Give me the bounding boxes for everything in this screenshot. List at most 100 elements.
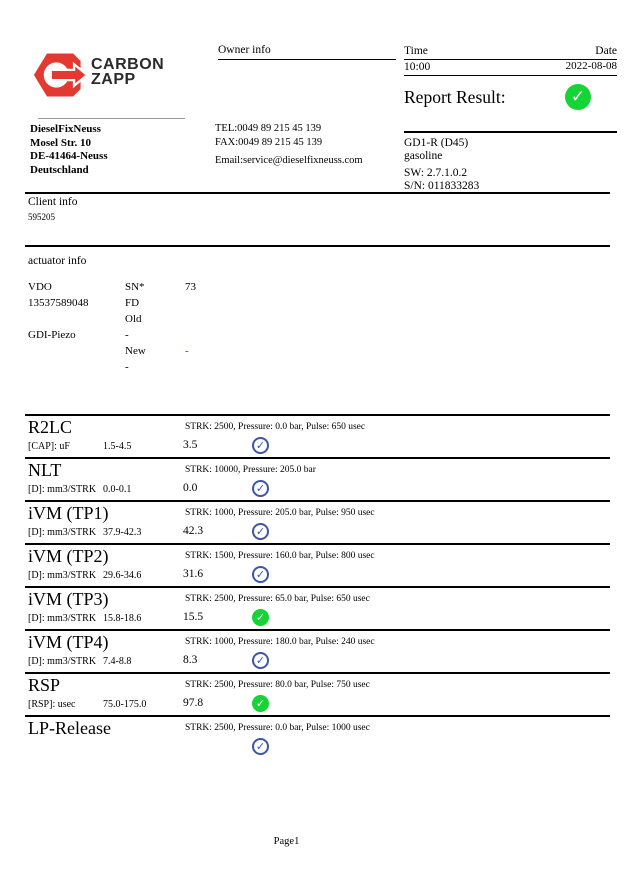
owner-info-heading: Owner info xyxy=(218,44,396,60)
client-info-heading: Client info xyxy=(28,196,78,208)
time-date-header-row: Time Date xyxy=(404,44,617,60)
actuator-row: Old xyxy=(28,311,328,327)
machine-sn: S/N: 011833283 xyxy=(404,180,480,192)
result-check-icon: ✓ xyxy=(252,523,269,540)
test-value: 0.0 xyxy=(183,482,198,494)
result-check-icon: ✓ xyxy=(252,480,269,497)
actuator-field-value: 73 xyxy=(185,281,196,293)
result-check-icon: ✓ xyxy=(252,566,269,583)
actuator-row: - xyxy=(28,359,328,375)
test-value: 8.3 xyxy=(183,654,198,666)
actuator-col1 xyxy=(28,343,125,359)
client-id: 595205 xyxy=(28,212,55,222)
time-label: Time xyxy=(404,45,428,57)
test-value: 97.8 xyxy=(183,697,204,709)
test-name: iVM (TP3) xyxy=(28,589,109,609)
owner-fax: FAX:0049 89 215 45 139 xyxy=(215,137,323,148)
owner-country: Deutschland xyxy=(30,163,89,176)
report-result-pass-icon: ✓ xyxy=(565,84,591,110)
actuator-field-label: Old xyxy=(125,313,142,325)
test-name: iVM (TP2) xyxy=(28,546,109,566)
actuator-part-number: 13537589048 xyxy=(28,297,89,309)
test-row: NLT STRK: 10000, Pressure: 205.0 bar [D]… xyxy=(25,457,610,500)
test-row: iVM (TP3) STRK: 2500, Pressure: 65.0 bar… xyxy=(25,586,610,629)
actuator-field-label: - xyxy=(125,329,129,341)
actuator-col1 xyxy=(28,359,125,375)
result-check-icon: ✓ xyxy=(252,695,269,712)
actuator-field-value xyxy=(185,327,328,343)
owner-address: DieselFixNeuss Mosel Str. 10 DE-41464-Ne… xyxy=(30,123,108,177)
test-params: STRK: 1000, Pressure: 205.0 bar, Pulse: … xyxy=(185,508,375,518)
test-row: LP-Release STRK: 2500, Pressure: 0.0 bar… xyxy=(25,715,610,758)
actuator-col1 xyxy=(28,311,125,327)
test-unit: [D]: mm3/STRK xyxy=(28,484,97,495)
machine-fuel: gasoline xyxy=(404,150,443,162)
actuator-field-label: - xyxy=(125,361,129,373)
actuator-field-value xyxy=(185,311,328,327)
test-row: iVM (TP1) STRK: 1000, Pressure: 205.0 ba… xyxy=(25,500,610,543)
owner-email: Email:service@dieselfixneuss.com xyxy=(215,155,363,166)
test-range: 1.5-4.5 xyxy=(103,441,132,452)
actuator-field-value xyxy=(185,295,328,311)
test-results-table: R2LC STRK: 2500, Pressure: 0.0 bar, Puls… xyxy=(25,414,610,758)
test-range: 29.6-34.6 xyxy=(103,570,142,581)
test-value: 31.6 xyxy=(183,568,204,580)
machine-sw: SW: 2.7.1.0.2 xyxy=(404,167,468,179)
test-row: iVM (TP4) STRK: 1000, Pressure: 180.0 ba… xyxy=(25,629,610,672)
carbonzapp-logo-icon xyxy=(33,49,89,101)
test-name: NLT xyxy=(28,460,62,480)
owner-contact: TEL:0049 89 215 45 139 FAX:0049 89 215 4… xyxy=(215,122,363,168)
test-unit: [CAP]: uF xyxy=(28,441,70,452)
actuator-row: 13537589048 FD xyxy=(28,295,328,311)
test-range: 37.9-42.3 xyxy=(103,527,142,538)
time-value: 10:00 xyxy=(404,61,431,73)
test-name: R2LC xyxy=(28,417,73,437)
result-check-icon: ✓ xyxy=(252,437,269,454)
owner-city: DE-41464-Neuss xyxy=(30,150,108,162)
test-unit: [D]: mm3/STRK xyxy=(28,527,97,538)
actuator-field-label: SN* xyxy=(125,281,145,293)
test-params: STRK: 1500, Pressure: 160.0 bar, Pulse: … xyxy=(185,551,375,561)
result-check-icon: ✓ xyxy=(252,609,269,626)
actuator-table: VDO SN* 73 13537589048 FD Old GDI-Piezo … xyxy=(28,279,328,375)
time-date-value-row: 10:00 2022-08-08 xyxy=(404,60,617,76)
test-unit: [D]: mm3/STRK xyxy=(28,656,97,667)
date-value: 2022-08-08 xyxy=(565,60,617,72)
test-params: STRK: 1000, Pressure: 180.0 bar, Pulse: … xyxy=(185,637,375,647)
actuator-field-label: FD xyxy=(125,297,140,309)
actuator-field-value xyxy=(185,359,328,375)
test-params: STRK: 2500, Pressure: 0.0 bar, Pulse: 65… xyxy=(185,422,366,432)
test-value: 3.5 xyxy=(183,439,198,451)
test-params: STRK: 10000, Pressure: 205.0 bar xyxy=(185,465,316,475)
actuator-row: GDI-Piezo - xyxy=(28,327,328,343)
actuator-field-label: New xyxy=(125,345,146,357)
test-unit: [D]: mm3/STRK xyxy=(28,613,97,624)
test-value: 15.5 xyxy=(183,611,204,623)
time-date-block: Time Date 10:00 2022-08-08 xyxy=(404,44,617,76)
result-check-icon: ✓ xyxy=(252,738,269,755)
test-name: RSP xyxy=(28,675,61,695)
test-range: 0.0-0.1 xyxy=(103,484,132,495)
test-value: 42.3 xyxy=(183,525,204,537)
actuator-info-heading: actuator info xyxy=(28,255,87,267)
section-divider xyxy=(25,245,610,247)
brand-name: CARBON ZAPP xyxy=(91,57,164,88)
test-range: 7.4-8.8 xyxy=(103,656,132,667)
actuator-new-value: - xyxy=(185,345,189,357)
machine-model: GD1-R (D45) xyxy=(404,137,469,149)
actuator-type: GDI-Piezo xyxy=(28,329,76,341)
owner-street: Mosel Str. 10 xyxy=(30,136,92,149)
owner-name: DieselFixNeuss xyxy=(30,123,101,135)
test-params: STRK: 2500, Pressure: 80.0 bar, Pulse: 7… xyxy=(185,680,370,690)
actuator-row: VDO SN* 73 xyxy=(28,279,328,295)
report-result-label: Report Result: xyxy=(404,86,506,107)
page-number: Page1 xyxy=(273,836,300,847)
section-divider xyxy=(25,192,610,194)
brand-line2: ZAPP xyxy=(91,71,136,88)
actuator-brand: VDO xyxy=(28,281,52,293)
address-divider xyxy=(38,118,185,119)
result-check-icon: ✓ xyxy=(252,652,269,669)
test-range: 15.8-18.6 xyxy=(103,613,142,624)
test-row: RSP STRK: 2500, Pressure: 80.0 bar, Puls… xyxy=(25,672,610,715)
